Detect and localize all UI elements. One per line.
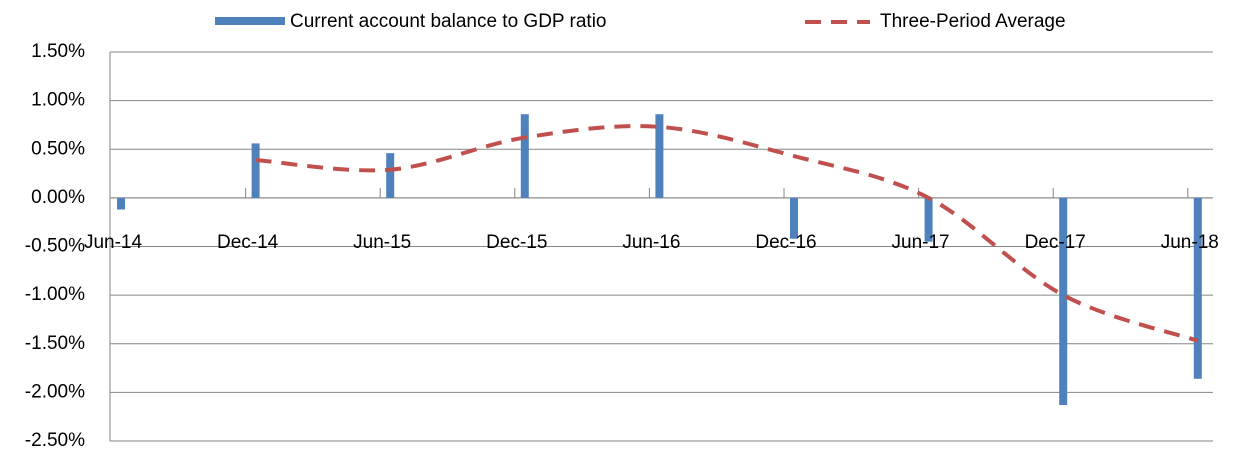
bar bbox=[655, 114, 664, 198]
y-tick-label: 1.00% bbox=[31, 90, 85, 111]
y-tick-label: 0.00% bbox=[31, 187, 85, 208]
y-tick-label: 1.50% bbox=[31, 41, 85, 62]
bar bbox=[1059, 197, 1068, 406]
bar bbox=[117, 197, 125, 210]
y-tick-label: -2.50% bbox=[25, 430, 85, 451]
x-tick-label: Dec-17 bbox=[1025, 232, 1086, 253]
x-tick-label: Dec-14 bbox=[217, 232, 279, 253]
bar bbox=[386, 153, 395, 198]
y-tick-label: -1.00% bbox=[25, 284, 85, 305]
x-tick-label: Dec-15 bbox=[486, 232, 547, 253]
y-tick-label: -2.00% bbox=[25, 381, 85, 402]
y-tick-label: -0.50% bbox=[25, 236, 85, 257]
legend-swatch bbox=[215, 17, 285, 25]
y-tick-label: -1.50% bbox=[25, 333, 85, 354]
bar bbox=[520, 114, 529, 198]
x-tick-label: Jun-14 bbox=[84, 232, 143, 253]
legend-label: Current account balance to GDP ratio bbox=[290, 11, 607, 32]
x-tick-label: Jun-17 bbox=[892, 232, 950, 253]
x-tick-label: Jun-18 bbox=[1161, 232, 1219, 253]
bar bbox=[1193, 197, 1202, 379]
legend-label: Three-Period Average bbox=[880, 11, 1066, 32]
bar bbox=[251, 143, 260, 198]
bar bbox=[924, 197, 933, 242]
x-tick-label: Dec-16 bbox=[755, 232, 816, 253]
y-tick-label: 0.50% bbox=[31, 138, 85, 159]
x-tick-label: Jun-15 bbox=[353, 232, 411, 253]
x-tick-label: Jun-16 bbox=[622, 232, 680, 253]
line bbox=[255, 124, 1199, 343]
bar bbox=[790, 197, 798, 239]
